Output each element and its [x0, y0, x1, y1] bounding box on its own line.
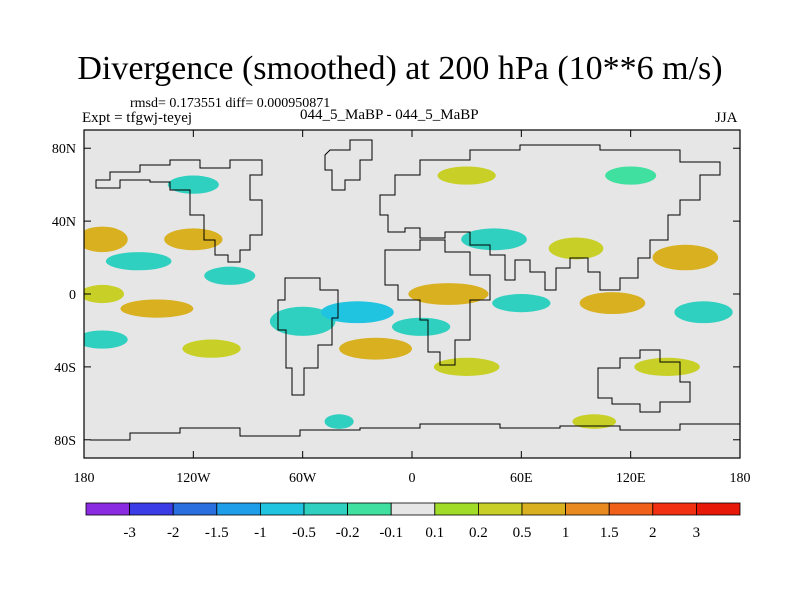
colorbar-swatch — [696, 502, 741, 516]
x-tick-label: 180 — [74, 471, 95, 486]
divergence-region — [204, 266, 256, 285]
case-label: 044_5_MaBP - 044_5_MaBP — [300, 107, 479, 123]
colorbar-swatch — [216, 502, 261, 516]
colorbar-label: -0.1 — [379, 525, 403, 541]
divergence-region — [167, 175, 219, 194]
divergence-region — [320, 301, 394, 324]
divergence-region — [120, 299, 194, 318]
divergence-region — [391, 317, 451, 336]
colorbar-label: -0.2 — [336, 525, 360, 541]
y-tick-label: 80N — [52, 142, 76, 157]
y-tick-label: 40S — [54, 361, 76, 376]
colorbar-swatch — [608, 502, 654, 516]
x-tick-label: 60E — [510, 471, 533, 486]
colorbar-label: -0.5 — [292, 525, 316, 541]
divergence-region — [324, 414, 354, 429]
divergence-region — [339, 337, 412, 360]
y-tick-label: 0 — [69, 288, 76, 303]
stats-line: rmsd= 0.173551 diff= 0.000950871 — [130, 96, 331, 111]
colorbar-label: 0.1 — [425, 525, 444, 541]
colorbar-label: -1.5 — [205, 525, 229, 541]
colorbar-swatch — [652, 502, 697, 516]
coastline-eurasia — [379, 144, 721, 291]
coastline-australia — [597, 349, 691, 413]
colorbar-swatch — [303, 502, 348, 516]
colorbar-label: 0.2 — [469, 525, 488, 541]
divergence-region — [408, 283, 489, 305]
divergence-region — [84, 284, 125, 304]
colorbar-label: 3 — [693, 525, 701, 541]
divergence-region — [182, 339, 241, 358]
divergence-region — [84, 330, 128, 349]
colorbar-label: 2 — [649, 525, 657, 541]
divergence-region — [437, 166, 496, 185]
divergence-region — [548, 237, 604, 260]
colorbar-swatch — [85, 502, 130, 516]
colorbar-label: -2 — [167, 525, 180, 541]
colorbar-swatch — [259, 502, 305, 516]
colorbar-label: 0.5 — [513, 525, 532, 541]
colorbar-label: 1.5 — [600, 525, 619, 541]
colorbar-swatch — [347, 502, 392, 516]
divergence-region — [492, 294, 551, 313]
colorbar-swatch — [172, 502, 218, 516]
coastline-south-america — [277, 277, 339, 396]
divergence-region — [579, 292, 646, 315]
divergence-region — [433, 357, 500, 376]
colorbar-label: 1 — [562, 525, 570, 541]
divergence-region — [634, 357, 700, 376]
colorbar-swatch — [521, 502, 566, 516]
divergence-region — [84, 226, 128, 253]
divergence-region — [269, 306, 336, 336]
colorbar-swatch — [129, 502, 174, 516]
x-tick-label: 120W — [176, 471, 211, 486]
divergence-region — [674, 301, 733, 324]
expt-label: Expt = tfgwj-teyej — [82, 110, 193, 126]
coastline-north-america — [95, 159, 263, 263]
x-tick-label: 60W — [289, 471, 317, 486]
y-tick-label: 40N — [52, 215, 76, 230]
coastline-greenland — [324, 139, 373, 191]
divergence-region — [652, 244, 719, 271]
coastline-antarctica — [90, 423, 740, 441]
colorbar-label: -3 — [123, 525, 136, 541]
x-tick-label: 0 — [409, 471, 416, 486]
coastline-africa — [384, 239, 491, 366]
chart-title: Divergence (smoothed) at 200 hPa (10**6 … — [77, 50, 723, 87]
x-tick-label: 180 — [730, 471, 751, 486]
colorbar-swatch — [434, 502, 479, 516]
colorbar-label: -1 — [254, 525, 267, 541]
divergence-region — [572, 414, 617, 429]
colorbar-swatch — [565, 502, 610, 516]
divergence-region — [164, 228, 223, 251]
divergence-region — [461, 228, 527, 251]
season-label: JJA — [715, 110, 738, 126]
divergence-region — [605, 166, 657, 185]
x-tick-label: 120E — [616, 471, 646, 486]
colorbar-swatch — [390, 502, 436, 516]
y-tick-label: 80S — [54, 434, 76, 449]
divergence-region — [105, 252, 172, 271]
colorbar-swatch — [477, 502, 523, 516]
